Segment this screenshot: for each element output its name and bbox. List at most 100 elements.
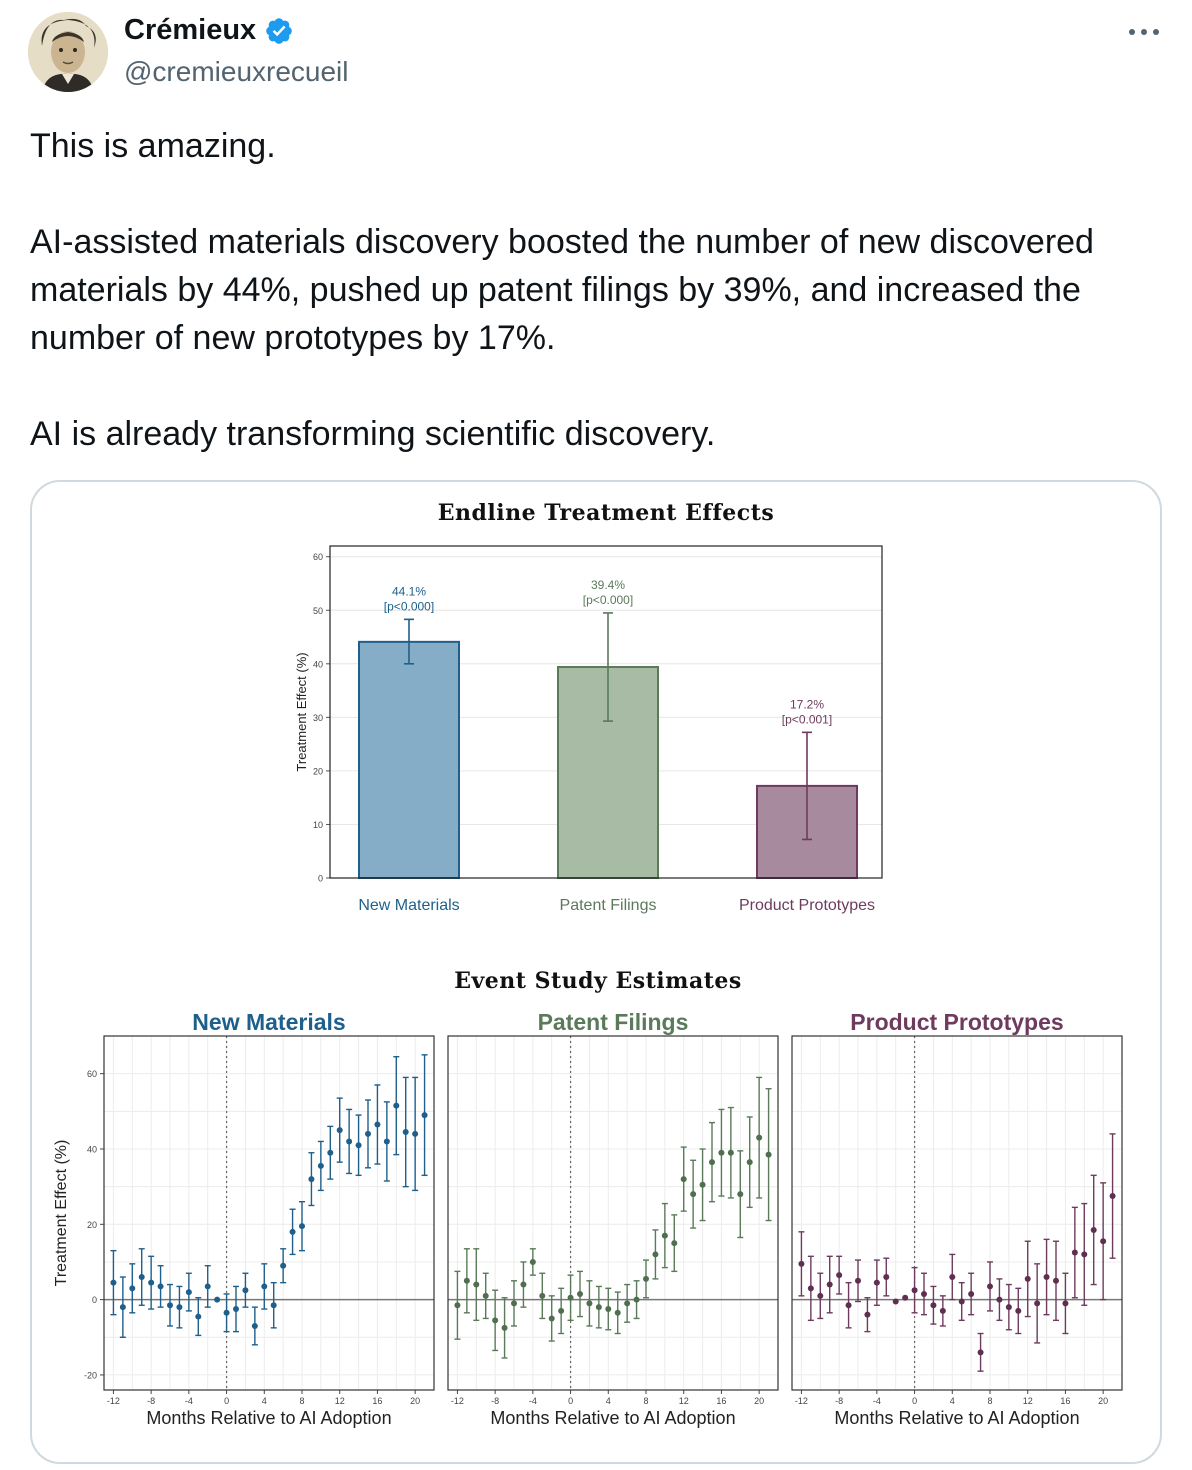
more-horizontal-icon — [1129, 29, 1159, 35]
event-point — [939, 1307, 946, 1314]
event-point — [511, 1300, 517, 1307]
event-x-tick-label: 20 — [410, 1396, 420, 1406]
avatar[interactable] — [28, 12, 108, 92]
event-point — [176, 1304, 183, 1311]
event-x-tick-label: 4 — [606, 1396, 611, 1406]
event-x-tick-label: 0 — [224, 1396, 229, 1406]
event-x-tick-label: -8 — [835, 1396, 843, 1406]
event-x-tick-label: 0 — [568, 1396, 573, 1406]
event-point — [233, 1306, 239, 1313]
event-x-tick-label: -12 — [107, 1396, 120, 1406]
event-point — [558, 1307, 565, 1314]
event-point — [251, 1322, 258, 1329]
event-panel-frame — [447, 1035, 779, 1391]
event-point — [529, 1258, 536, 1265]
event-x-tick-label: 16 — [716, 1396, 726, 1406]
event-point — [652, 1251, 659, 1258]
event-point — [756, 1134, 763, 1141]
event-point — [958, 1298, 965, 1305]
author-handle[interactable]: @cremieuxrecueil — [124, 56, 349, 87]
bar-category-label: Product Prototypes — [739, 897, 875, 914]
event-point — [624, 1300, 631, 1307]
bar-value-label: 17.2% — [790, 697, 824, 711]
event-point — [680, 1176, 687, 1183]
event-point — [633, 1296, 640, 1303]
event-point — [595, 1304, 602, 1311]
event-point — [1090, 1226, 1097, 1233]
event-point — [1053, 1277, 1059, 1284]
event-point — [539, 1292, 546, 1299]
figure-svg: Endline Treatment Effects010203040506044… — [53, 500, 1123, 1428]
event-point — [336, 1127, 343, 1134]
event-point — [873, 1279, 880, 1286]
bar-pvalue-label: [p<0.001] — [782, 712, 832, 726]
event-point — [167, 1302, 173, 1309]
event-panel-frame — [791, 1035, 1123, 1391]
event-x-axis-label: Months Relative to AI Adoption — [146, 1408, 391, 1428]
event-point — [1109, 1193, 1116, 1200]
event-point — [661, 1232, 668, 1239]
event-point — [280, 1262, 287, 1269]
event-point — [930, 1302, 937, 1309]
event-point — [968, 1290, 975, 1297]
bar-y-tick-label: 10 — [313, 820, 323, 830]
event-point — [746, 1159, 753, 1166]
event-point — [185, 1289, 192, 1296]
event-point — [138, 1274, 145, 1281]
event-point — [1034, 1300, 1041, 1307]
event-point — [864, 1311, 871, 1318]
event-x-tick-label: 20 — [754, 1396, 764, 1406]
bar-category-label: Patent Filings — [560, 897, 657, 914]
tweet-media-figure[interactable]: Endline Treatment Effects 0 10 20 30 40 50 60 44… — [30, 480, 1162, 1464]
event-point — [204, 1283, 211, 1290]
event-point — [355, 1142, 362, 1149]
event-point — [454, 1302, 461, 1309]
event-x-tick-label: 4 — [950, 1396, 955, 1406]
bar-chart-title: Endline Treatment Effects — [438, 500, 775, 526]
event-point — [883, 1274, 890, 1281]
bar-y-axis-label: Treatment Effect (%) — [294, 652, 309, 771]
event-point — [709, 1159, 715, 1166]
event-point — [855, 1277, 861, 1284]
event-point — [1062, 1300, 1069, 1307]
event-point — [845, 1302, 852, 1309]
event-x-tick-label: 12 — [1023, 1396, 1033, 1406]
event-panel-frame — [103, 1035, 435, 1391]
event-x-tick-label: -4 — [185, 1396, 193, 1406]
event-panel-title: Product Prototypes — [850, 1009, 1063, 1035]
event-study-title: Event Study Estimates — [454, 968, 742, 994]
bar-y-tick-label: 30 — [313, 713, 323, 723]
author-name[interactable]: Crémieux — [124, 14, 257, 46]
event-point — [421, 1112, 428, 1119]
event-point — [520, 1281, 527, 1288]
more-options-button[interactable] — [1124, 14, 1164, 50]
bar-value-label: 39.4% — [591, 578, 625, 592]
event-point — [911, 1287, 918, 1294]
event-point — [586, 1300, 593, 1307]
event-point — [671, 1240, 678, 1247]
event-point — [289, 1228, 296, 1235]
event-point — [892, 1298, 899, 1305]
event-point — [1081, 1251, 1088, 1258]
event-point — [327, 1149, 334, 1156]
event-y-tick-label: 40 — [87, 1144, 97, 1154]
event-point — [1071, 1249, 1078, 1256]
event-point — [299, 1223, 305, 1230]
event-point — [548, 1315, 555, 1322]
event-point — [242, 1287, 249, 1294]
event-point — [129, 1285, 136, 1292]
event-x-tick-label: -4 — [529, 1396, 537, 1406]
event-point — [996, 1296, 1003, 1303]
event-point — [921, 1290, 927, 1297]
event-point — [317, 1162, 324, 1169]
tweet-text: This is amazing. AI-assisted materials d… — [30, 127, 1094, 453]
event-y-tick-label: 0 — [92, 1295, 97, 1305]
event-point — [605, 1306, 612, 1313]
event-point — [977, 1349, 984, 1356]
event-point — [412, 1130, 419, 1137]
event-point — [727, 1149, 734, 1156]
event-point — [308, 1176, 315, 1183]
event-x-tick-label: 16 — [372, 1396, 382, 1406]
event-x-tick-label: 4 — [262, 1396, 267, 1406]
